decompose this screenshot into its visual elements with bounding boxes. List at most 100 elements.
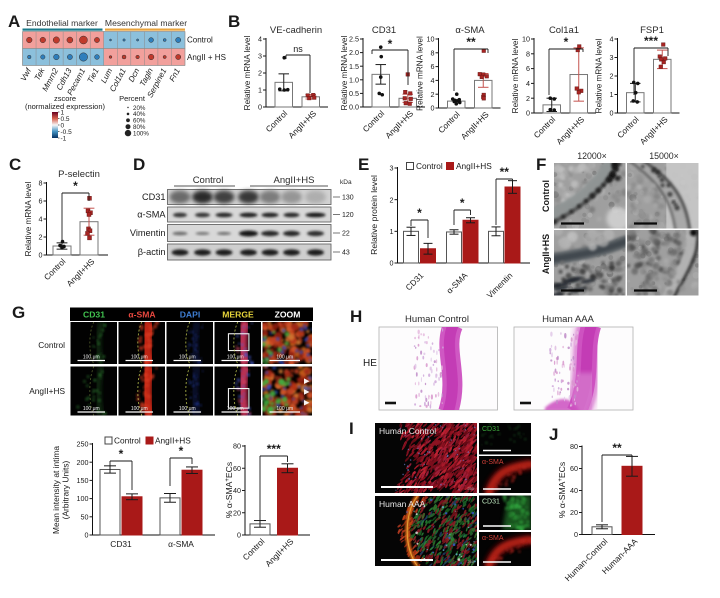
svg-text:10: 10 <box>427 35 435 44</box>
svg-text:α-SMA: α-SMA <box>455 25 485 36</box>
svg-text:AngII+HS: AngII+HS <box>456 161 492 171</box>
svg-text:HE: HE <box>363 358 377 369</box>
svg-text:CD31: CD31 <box>110 539 132 549</box>
svg-text:50: 50 <box>81 512 89 521</box>
svg-text:Relative mRNA level: Relative mRNA level <box>243 36 252 111</box>
svg-text:2: 2 <box>610 72 614 81</box>
svg-text:ns: ns <box>293 44 303 54</box>
svg-text:Relative mRNA level: Relative mRNA level <box>340 36 349 111</box>
svg-text:Relative mRNA level: Relative mRNA level <box>595 39 604 114</box>
svg-text:12000×: 12000× <box>577 151 607 161</box>
svg-text:250: 250 <box>467 559 474 564</box>
svg-text:% α-SMA+ECs: % α-SMA+ECs <box>224 462 234 518</box>
svg-text:100 μm: 100 μm <box>83 406 100 412</box>
svg-text:60: 60 <box>233 464 241 473</box>
svg-text:100 μm: 100 μm <box>179 406 196 412</box>
svg-text:ZOOM: ZOOM <box>275 310 301 320</box>
svg-text:α-SMA: α-SMA <box>482 459 504 466</box>
svg-text:100%: 100% <box>133 130 149 137</box>
svg-text:0: 0 <box>431 104 435 113</box>
svg-text:*: * <box>460 196 465 210</box>
svg-text:0: 0 <box>39 251 43 260</box>
svg-text:0: 0 <box>574 530 578 539</box>
svg-text:**: ** <box>500 165 510 179</box>
svg-text:Vimentin: Vimentin <box>130 228 166 238</box>
svg-text:***: *** <box>267 442 281 456</box>
svg-text:AngII + HS: AngII + HS <box>187 53 226 62</box>
svg-text:Relative mRNA level: Relative mRNA level <box>416 36 425 111</box>
svg-text:2.0: 2.0 <box>349 48 359 57</box>
svg-text:*: * <box>73 179 78 193</box>
svg-text:*: * <box>417 206 422 220</box>
svg-text:40: 40 <box>233 486 241 495</box>
svg-text:60%: 60% <box>133 118 146 125</box>
svg-text:MERGE: MERGE <box>222 310 254 320</box>
svg-text:40: 40 <box>570 486 578 495</box>
svg-text:***: *** <box>644 34 658 48</box>
svg-text:40%: 40% <box>133 111 146 118</box>
svg-text:zscore: zscore <box>54 94 76 103</box>
svg-text:100 μm: 100 μm <box>131 355 148 361</box>
svg-text:200: 200 <box>77 458 89 467</box>
svg-text:0: 0 <box>61 122 65 129</box>
svg-text:1: 1 <box>258 86 262 95</box>
svg-text:4: 4 <box>39 215 43 224</box>
svg-text:kDa: kDa <box>340 179 352 186</box>
svg-text:Control: Control <box>38 340 65 350</box>
svg-text:% α-SMA+ECs: % α-SMA+ECs <box>557 462 567 518</box>
svg-text:CD31: CD31 <box>372 25 396 36</box>
svg-text:Human Control: Human Control <box>379 426 436 436</box>
svg-text:6: 6 <box>526 64 530 73</box>
svg-text:130: 130 <box>342 195 354 202</box>
svg-text:120: 120 <box>342 212 354 219</box>
svg-text:2: 2 <box>390 195 394 204</box>
svg-text:2.5: 2.5 <box>349 35 359 44</box>
svg-text:4: 4 <box>526 79 530 88</box>
svg-text:(normalized expression): (normalized expression) <box>25 102 106 111</box>
svg-text:(Arbitrary Units): (Arbitrary Units) <box>61 460 71 519</box>
svg-text:**: ** <box>466 35 476 49</box>
svg-text:1: 1 <box>61 109 65 116</box>
svg-text:15000×: 15000× <box>649 151 679 161</box>
svg-text:A: A <box>8 12 20 31</box>
svg-text:β-actin: β-actin <box>138 247 166 257</box>
svg-text:-1: -1 <box>61 135 67 142</box>
svg-text:Human AAA: Human AAA <box>379 499 426 509</box>
svg-text:D: D <box>133 155 145 174</box>
svg-text:80: 80 <box>233 442 241 451</box>
svg-text:100 μm: 100 μm <box>227 406 244 412</box>
svg-text:100: 100 <box>77 494 89 503</box>
svg-text:*: * <box>179 444 184 458</box>
svg-text:CD31: CD31 <box>482 499 500 506</box>
svg-text:4: 4 <box>431 76 435 85</box>
svg-text:CD31: CD31 <box>482 426 500 433</box>
svg-text:*: * <box>564 35 569 49</box>
svg-text:250: 250 <box>467 486 474 491</box>
svg-text:0: 0 <box>258 103 262 112</box>
svg-text:4: 4 <box>610 35 614 44</box>
svg-text:2: 2 <box>526 94 530 103</box>
svg-text:Col1a1: Col1a1 <box>549 25 579 36</box>
svg-text:G: G <box>12 303 25 322</box>
svg-text:Human Control: Human Control <box>405 314 469 325</box>
svg-text:F: F <box>536 155 546 174</box>
svg-text:P-selectin: P-selectin <box>58 169 100 180</box>
svg-text:α-SMA: α-SMA <box>168 539 194 549</box>
svg-text:DAPI: DAPI <box>180 310 201 320</box>
svg-text:Control: Control <box>416 161 443 171</box>
svg-text:20: 20 <box>233 508 241 517</box>
svg-text:I: I <box>349 419 354 438</box>
svg-text:100 μm: 100 μm <box>179 355 196 361</box>
svg-text:43: 43 <box>342 250 350 257</box>
svg-text:*: * <box>388 37 393 51</box>
svg-text:α-SMA: α-SMA <box>137 210 166 220</box>
svg-text:100 μm: 100 μm <box>276 406 293 412</box>
svg-text:**: ** <box>612 441 622 455</box>
svg-text:0.0: 0.0 <box>349 103 359 112</box>
svg-text:0.5: 0.5 <box>61 116 70 123</box>
svg-text:3: 3 <box>390 164 394 173</box>
svg-text:Percent: Percent <box>119 94 146 103</box>
svg-text:100 μm: 100 μm <box>227 355 244 361</box>
svg-text:100 μm: 100 μm <box>131 406 148 412</box>
svg-text:Control: Control <box>114 436 141 446</box>
